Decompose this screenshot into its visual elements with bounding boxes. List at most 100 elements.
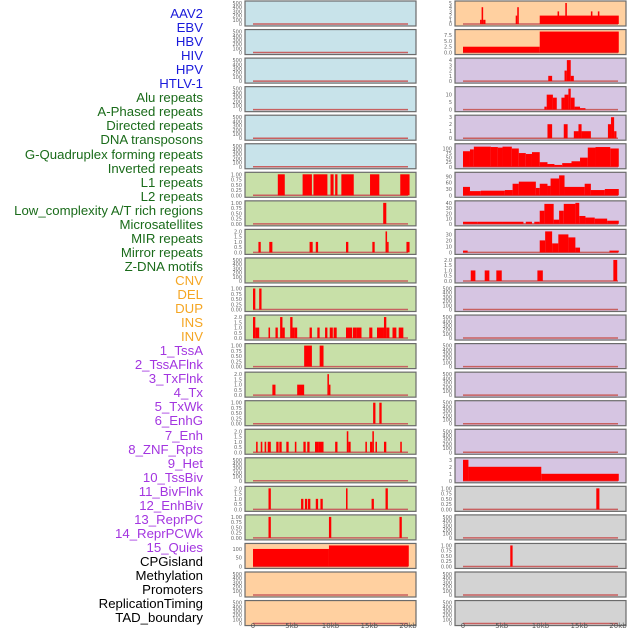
y-tick-label: 500 — [232, 258, 242, 264]
y-tick-label: 500 — [232, 572, 242, 578]
y-tick-label: 300 — [442, 580, 452, 586]
track-label: DUP — [175, 301, 203, 317]
y-tick-label: 500 — [232, 601, 242, 607]
x-tick-label: 20kb — [399, 622, 417, 630]
data-bar — [290, 317, 293, 339]
panel-background — [244, 143, 417, 170]
y-tick-label: 0 — [449, 250, 452, 256]
data-bar — [372, 431, 374, 453]
panel-background — [454, 485, 627, 512]
y-tick-label: 200 — [442, 585, 452, 591]
data-bar — [613, 259, 618, 281]
y-tick-label: 0 — [449, 308, 452, 314]
data-bar — [497, 147, 503, 167]
track-label: G-Quadruplex forming repeats — [24, 146, 203, 162]
data-bar — [597, 11, 600, 24]
data-bar — [594, 218, 608, 224]
y-tick-label: 100 — [232, 103, 242, 109]
y-tick-label: 0.00 — [231, 365, 242, 371]
data-bar — [481, 7, 484, 24]
y-tick-label: 0 — [239, 622, 242, 628]
data-bar — [584, 183, 591, 196]
y-tick-label: 0 — [449, 365, 452, 371]
data-bar — [346, 431, 349, 453]
track-label: CNV — [175, 272, 203, 288]
data-bar — [282, 327, 285, 339]
y-tick-label: 1.5 — [234, 235, 242, 241]
y-tick-label: 200 — [232, 156, 242, 162]
data-bar — [531, 152, 540, 167]
y-tick-label: 500 — [442, 315, 452, 321]
x-tick-label: 20kb — [609, 622, 627, 630]
y-tick-label: 500 — [442, 287, 452, 293]
data-bar — [392, 327, 397, 339]
y-tick-label: 0.25 — [441, 559, 452, 565]
track-label: 15_Quies — [146, 539, 203, 555]
y-tick-label: 400 — [232, 5, 242, 11]
track-panel-right: 0.00.51.01.52.0 — [444, 257, 627, 285]
y-tick-label: 1 — [449, 472, 452, 478]
y-tick-label: 0 — [449, 393, 452, 399]
y-tick-label: 400 — [442, 576, 452, 582]
data-bar — [325, 327, 328, 339]
y-tick-label: 90 — [446, 174, 452, 180]
data-bar — [463, 221, 478, 224]
data-bar — [399, 516, 402, 538]
y-tick-label: 0.50 — [231, 525, 242, 531]
data-bar — [469, 149, 474, 167]
y-tick-label: 0.5 — [234, 331, 242, 337]
data-bar — [552, 243, 559, 253]
y-tick-label: 500 — [232, 144, 242, 150]
track-panel-right: 0.000.250.500.751.00 — [441, 485, 627, 513]
track-label: 4_Tx — [173, 385, 203, 401]
y-tick-label: 1 — [449, 74, 452, 80]
y-tick-label: 0 — [239, 279, 242, 285]
data-bar — [574, 106, 581, 110]
panel-background — [244, 57, 417, 84]
data-bar — [544, 203, 554, 224]
y-tick-label: 2 — [449, 14, 452, 20]
data-bar — [463, 186, 470, 196]
panel-background — [454, 285, 627, 313]
y-tick-label: 1.00 — [231, 515, 242, 521]
panel-background — [454, 571, 627, 598]
y-tick-label: 0.5 — [234, 445, 242, 451]
x-tick-label: 0 — [461, 622, 465, 630]
data-bar — [373, 402, 376, 424]
y-tick-label: 0 — [239, 165, 242, 171]
track-panel-right: 0.000.250.500.751.00 — [441, 542, 627, 570]
y-tick-label: 200 — [232, 14, 242, 20]
data-bar — [315, 498, 319, 510]
data-bar — [333, 327, 337, 339]
data-bar — [587, 147, 596, 167]
x-tick-label: 15kb — [571, 622, 589, 630]
y-tick-label: 1 — [449, 18, 452, 24]
y-tick-label: 0 — [449, 22, 452, 28]
track-label: Microsatellites — [119, 216, 203, 232]
y-tick-label: 0 — [449, 450, 452, 456]
y-tick-label: 400 — [442, 319, 452, 325]
y-tick-label: 0.00 — [231, 222, 242, 228]
y-tick-label: 300 — [232, 266, 242, 272]
y-tick-label: 100 — [232, 275, 242, 281]
y-tick-label: 0.0 — [444, 51, 452, 57]
y-tick-label: 0 — [449, 479, 452, 485]
y-tick-label: 1.5 — [234, 377, 242, 383]
y-tick-label: 400 — [232, 462, 242, 468]
data-bar — [579, 215, 586, 224]
y-tick-label: 300 — [442, 438, 452, 444]
y-tick-label: 400 — [232, 576, 242, 582]
panel-background — [244, 285, 417, 313]
y-tick-label: 10 — [446, 93, 452, 99]
x-tick-label: 15kb — [361, 622, 379, 630]
y-tick-label: 1.00 — [441, 543, 452, 549]
y-tick-label: 0 — [449, 108, 452, 114]
data-bar — [371, 498, 374, 510]
y-tick-label: 200 — [232, 470, 242, 476]
data-bar — [315, 241, 319, 253]
panel-background — [244, 28, 417, 56]
y-tick-label: 0.50 — [231, 354, 242, 360]
